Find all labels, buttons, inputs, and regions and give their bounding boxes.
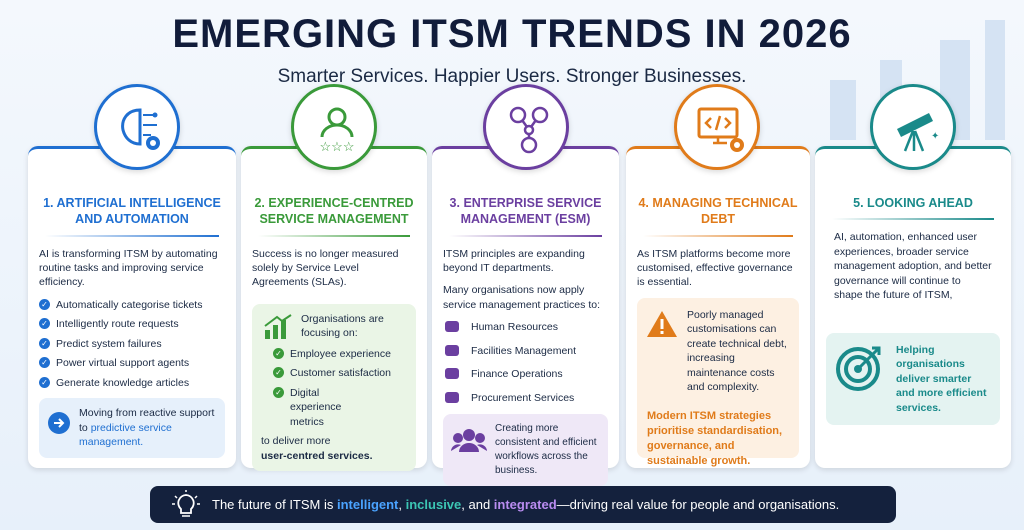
- card-title: 4. MANAGING TECHNICAL DEBT: [638, 196, 798, 227]
- callout-text: Moving from reactive support to: [79, 407, 215, 434]
- card: 1. ARTIFICIAL INTELLIGENCE AND AUTOMATIO…: [28, 146, 236, 468]
- icon: [94, 84, 180, 170]
- card-title: 1. ARTIFICIAL INTELLIGENCE AND AUTOMATIO…: [43, 196, 221, 227]
- card-lead: Many organisations now apply service man…: [443, 284, 600, 311]
- icon: ✦: [870, 84, 956, 170]
- card-title: 3. ENTERPRISE SERVICE MANAGEMENT (ESM): [449, 196, 602, 227]
- svg-text:☆☆☆: ☆☆☆: [320, 139, 355, 154]
- footer-highlight: integrated: [493, 497, 557, 512]
- card-body: AI, automation, enhanced user experience…: [834, 231, 992, 302]
- card-title: 5. LOOKING AHEAD: [853, 196, 973, 210]
- card: 3. ENTERPRISE SERVICE MANAGEMENT (ESM) I…: [432, 146, 619, 486]
- list-item: Intelligently route requests: [39, 317, 225, 331]
- box-outro: to deliver more: [261, 435, 331, 448]
- list-item: Automatically categorise tickets: [39, 298, 225, 312]
- callout: Moving from reactive support to predicti…: [39, 398, 225, 458]
- list-item: Employee experience: [273, 347, 407, 361]
- card-body: As ITSM platforms become more customised…: [637, 247, 793, 289]
- box-intro: Organisations are focusing on:: [301, 312, 384, 340]
- footer-highlight: inclusive: [405, 497, 462, 512]
- card-body: AI is transforming ITSM by automating ro…: [39, 247, 218, 289]
- card: 4. MANAGING TECHNICAL DEBT As ITSM platf…: [626, 146, 810, 468]
- subtitle: Smarter Services. Happier Users. Stronge…: [277, 66, 747, 87]
- card: 2. EXPERIENCE-CENTRED SERVICE MANAGEMENT…: [241, 146, 427, 472]
- list-item: Human Resources: [443, 320, 608, 334]
- icon: [674, 84, 760, 170]
- warning-text: Poorly managed customisations can create…: [687, 308, 787, 394]
- footer-text: —driving real value for people and organ…: [556, 497, 840, 512]
- title: EMERGING ITSM TRENDS IN 2026: [172, 12, 852, 56]
- card-body: Success is no longer measured solely by …: [252, 247, 399, 289]
- box-emphasis: user-centred services.: [261, 449, 373, 462]
- footer-text: The future of ITSM is: [212, 497, 337, 512]
- warning-box: Poorly managed customisations can create…: [637, 297, 799, 467]
- focus-box: Organisations are focusing on: Employee …: [252, 303, 416, 472]
- list-item: Customer satisfaction: [273, 366, 407, 380]
- card-title: 2. EXPERIENCE-CENTRED SERVICE MANAGEMENT: [254, 196, 414, 227]
- list-item: Finance Operations: [443, 367, 608, 381]
- list-item: Facilities Management: [443, 344, 608, 358]
- list-item: Digital experience metrics: [273, 386, 373, 429]
- callout-text: Creating more consistent and efficient w…: [495, 423, 597, 476]
- list-item: Power virtual support agents: [39, 356, 225, 370]
- svg-text:✦: ✦: [931, 131, 939, 142]
- list-item: Generate knowledge articles: [39, 376, 225, 390]
- footer-text: , and: [461, 497, 494, 512]
- strategy-text: Modern ITSM strategies prioritise standa…: [647, 409, 783, 468]
- icon: [483, 84, 569, 170]
- card: 5. LOOKING AHEAD AI, automation, enhance…: [815, 146, 1011, 468]
- footer-text: ,: [398, 497, 406, 512]
- callout: Creating more consistent and efficient w…: [443, 414, 608, 486]
- list-item: Predict system failures: [39, 337, 225, 351]
- card-body: ITSM principles are expanding beyond IT …: [443, 247, 585, 274]
- callout-highlight: predictive service management.: [79, 421, 172, 449]
- footer: The future of ITSM is intelligent, inclu…: [150, 486, 896, 523]
- icon: ☆☆☆: [291, 84, 377, 170]
- list-item: Procurement Services: [443, 391, 608, 405]
- callout-text: Helping organisations deliver smarter an…: [896, 343, 987, 414]
- callout: Helping organisations deliver smarter an…: [826, 332, 1000, 426]
- footer-highlight: intelligent: [337, 497, 399, 512]
